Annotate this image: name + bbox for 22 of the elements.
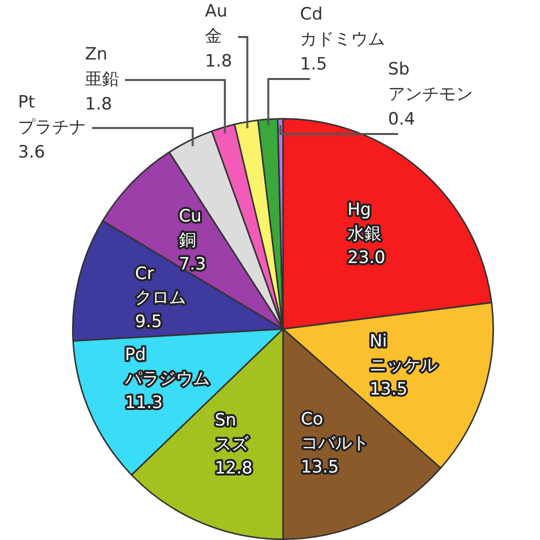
data-label: 1.5 (300, 54, 328, 74)
data-label: 13.5 (300, 457, 339, 478)
data-label: 1.8 (85, 94, 112, 114)
slice-label: Ni ニッケル (370, 332, 438, 376)
slice-label: Zn 亜鉛 (85, 44, 119, 90)
slice-label: Cd カドミウム (300, 4, 385, 50)
data-label: 9.5 (135, 312, 162, 332)
slice-label: Co コバルト (300, 409, 369, 454)
data-label: 1.8 (205, 51, 232, 72)
slice-label: Hg 水銀 (348, 200, 382, 244)
data-label: 11.3 (124, 392, 163, 413)
data-label: 13.5 (370, 380, 408, 400)
slice-label: Cu 銅 (178, 206, 202, 251)
slice-label: Pt プラチナ (18, 92, 86, 138)
data-label: 3.6 (18, 142, 46, 162)
slice-label: Sb アンチモン (388, 59, 473, 104)
slice-label: Sn スズ (214, 410, 250, 455)
data-label: 0.4 (388, 109, 416, 130)
slice-label: Au 金 (205, 1, 228, 46)
data-label: 12.8 (214, 458, 253, 479)
slice-label: Pd パラジウム (124, 344, 210, 389)
data-label: 23.0 (348, 248, 386, 268)
